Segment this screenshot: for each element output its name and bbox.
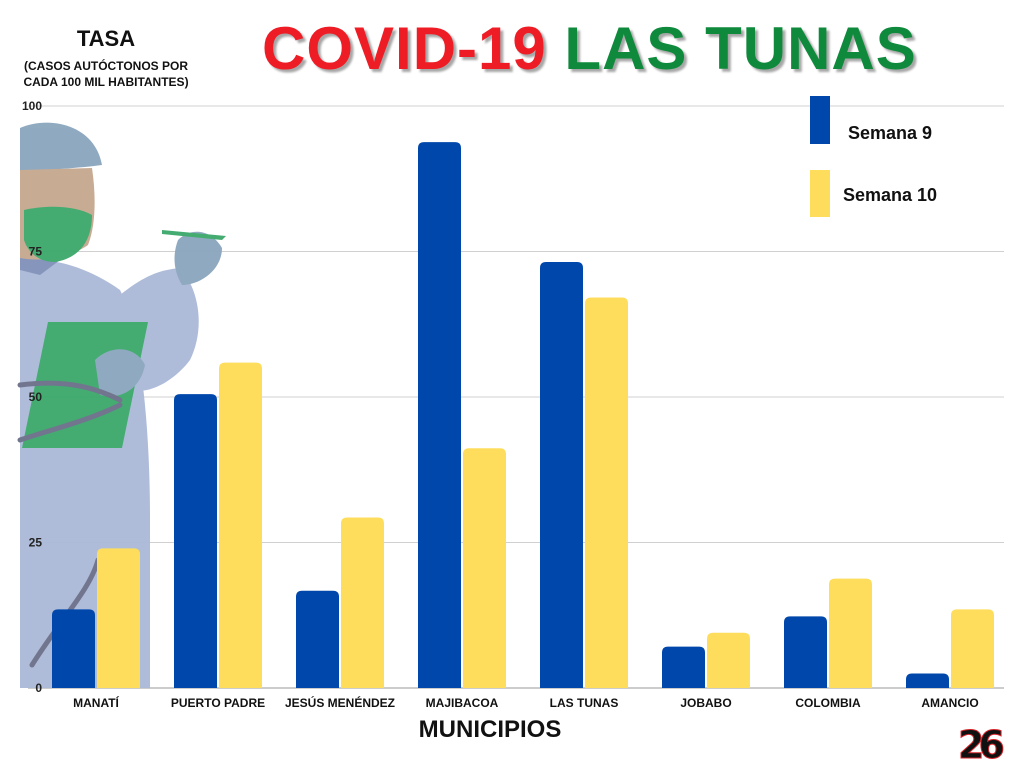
x-category-label-4: LAS TUNAS xyxy=(550,696,619,710)
bar-semana-9-7 xyxy=(906,673,949,688)
chart-title: COVID-19 LAS TUNAS xyxy=(262,14,917,83)
y-axis-subtitle: (CASOS AUTÓCTONOS POR CADA 100 MIL HABIT… xyxy=(0,58,212,90)
logo-26: 26 xyxy=(958,723,1010,763)
x-axis-title: MUNICIPIOS xyxy=(418,716,562,743)
legend-swatch-semana-10 xyxy=(810,170,830,217)
doctor-mask-shape xyxy=(24,206,92,262)
bar-semana-9-2 xyxy=(296,590,339,688)
bar-semana-10-2 xyxy=(341,517,384,688)
title-covid: COVID-19 xyxy=(262,15,547,82)
pen-shape xyxy=(162,230,226,240)
y-tick-label-100: 100 xyxy=(22,99,42,113)
y-ticks-layer: 0 25 50 75 100 xyxy=(22,99,42,695)
bar-semana-9-3 xyxy=(418,142,461,689)
y-tick-label-50: 50 xyxy=(29,390,43,404)
bar-semana-10-7 xyxy=(951,609,994,688)
legend-label-semana-9: Semana 9 xyxy=(848,123,933,143)
y-axis-title: TASA xyxy=(76,26,136,51)
title-las-tunas: LAS TUNAS xyxy=(564,15,917,82)
bar-semana-10-5 xyxy=(707,632,750,688)
legend-swatch-semana-9 xyxy=(810,96,830,144)
bar-semana-9-5 xyxy=(662,646,705,688)
doctor-lower-hand-shape xyxy=(95,349,145,397)
y-tick-label-0: 0 xyxy=(35,681,42,695)
legend-label-semana-10: Semana 10 xyxy=(843,185,938,205)
doctor-illustration xyxy=(17,122,226,688)
x-category-label-3: MAJIBACOA xyxy=(426,696,499,710)
bar-semana-9-6 xyxy=(784,616,827,688)
bars-layer xyxy=(52,142,994,689)
x-category-label-2: JESÚS MENÉNDEZ xyxy=(285,695,395,710)
bar-semana-10-6 xyxy=(829,578,872,688)
y-tick-label-25: 25 xyxy=(29,536,43,550)
y-axis-subtitle-line1: (CASOS AUTÓCTONOS POR xyxy=(23,59,188,73)
doctor-cap-shape xyxy=(20,122,102,172)
logo-26-text: 26 xyxy=(958,723,1003,762)
stethoscope-shape xyxy=(17,380,123,668)
bar-semana-9-4 xyxy=(540,261,583,688)
bar-semana-9-1 xyxy=(174,394,217,688)
bar-semana-9-0 xyxy=(52,609,95,688)
doctor-hand-shape xyxy=(174,231,222,285)
bar-semana-10-3 xyxy=(463,448,506,688)
x-category-labels: MANATÍ PUERTO PADRE JESÚS MENÉNDEZ MAJIBACO… xyxy=(73,695,979,710)
x-category-label-1: PUERTO PADRE xyxy=(171,696,265,710)
x-category-label-7: AMANCIO xyxy=(921,696,978,710)
bar-semana-10-1 xyxy=(219,362,262,688)
x-category-label-0: MANATÍ xyxy=(73,695,119,710)
bar-semana-10-4 xyxy=(585,297,628,688)
y-tick-label-75: 75 xyxy=(29,245,43,259)
y-axis-subtitle-line2: CADA 100 MIL HABITANTES) xyxy=(23,75,189,89)
bar-semana-10-0 xyxy=(97,548,140,688)
x-category-label-5: JOBABO xyxy=(680,696,731,710)
x-category-label-6: COLOMBIA xyxy=(795,696,861,710)
